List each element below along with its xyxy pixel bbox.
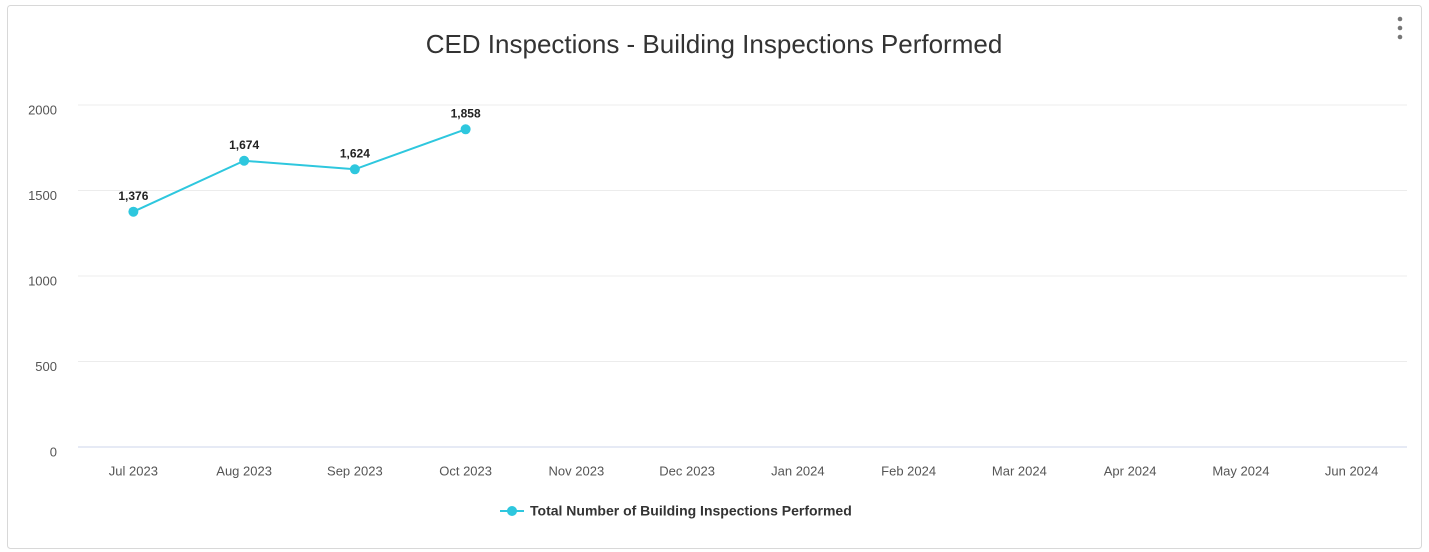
x-tick-label: Sep 2023 xyxy=(327,463,383,478)
y-tick-label: 1500 xyxy=(28,188,57,203)
y-tick-label: 1000 xyxy=(28,273,57,288)
x-tick-label: Jun 2024 xyxy=(1325,463,1379,478)
x-tick-label: Jan 2024 xyxy=(771,463,825,478)
legend-label: Total Number of Building Inspections Per… xyxy=(530,503,852,519)
data-point xyxy=(460,124,471,135)
data-point xyxy=(349,164,360,175)
x-tick-label: Apr 2024 xyxy=(1104,463,1157,478)
x-tick-label: Nov 2023 xyxy=(549,463,605,478)
y-tick-label: 500 xyxy=(35,359,57,374)
x-tick-label: Mar 2024 xyxy=(992,463,1047,478)
data-point xyxy=(239,155,250,166)
series-line xyxy=(132,128,466,213)
y-tick-label: 0 xyxy=(50,444,57,459)
y-tick-label: 2000 xyxy=(28,102,57,117)
x-tick-label: Feb 2024 xyxy=(881,463,936,478)
x-tick-label: Dec 2023 xyxy=(659,463,715,478)
data-label: 1,858 xyxy=(451,106,481,120)
x-tick-label: Aug 2023 xyxy=(216,463,272,478)
x-tick-label: May 2024 xyxy=(1212,463,1269,478)
data-point xyxy=(128,206,139,217)
data-label: 1,376 xyxy=(118,189,148,203)
x-tick-label: Jul 2023 xyxy=(109,463,158,478)
x-tick-label: Oct 2023 xyxy=(439,463,492,478)
data-label: 1,674 xyxy=(229,138,259,152)
card xyxy=(7,5,1422,549)
legend-marker xyxy=(507,506,517,516)
data-label: 1,624 xyxy=(340,146,370,160)
chart-title: CED Inspections - Building Inspections P… xyxy=(426,29,1003,59)
menu-button[interactable] xyxy=(1397,16,1403,40)
